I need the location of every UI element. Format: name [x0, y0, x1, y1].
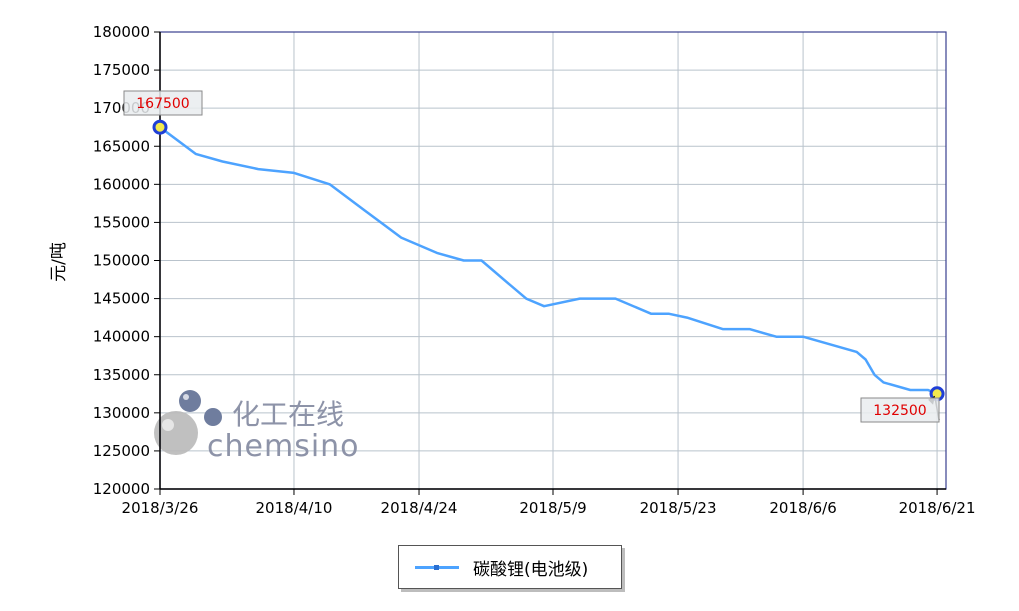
y-tick-label: 175000 — [93, 61, 150, 79]
y-tick-label: 140000 — [93, 328, 150, 346]
x-tick-label: 2018/6/21 — [899, 499, 976, 517]
x-tick-label: 2018/4/10 — [256, 499, 333, 517]
y-tick-label: 120000 — [93, 480, 150, 498]
watermark-en: chemsino — [207, 429, 360, 464]
y-tick-label: 165000 — [93, 137, 150, 155]
legend-swatch — [415, 564, 459, 570]
annotation-box — [860, 397, 940, 423]
y-tick-label: 145000 — [93, 290, 150, 308]
y-tick-label: 160000 — [93, 175, 150, 193]
watermark-logo-highlight — [162, 419, 174, 431]
y-tick-label: 155000 — [93, 213, 150, 231]
legend-label: 碳酸锂(电池级) — [473, 559, 589, 580]
watermark-logo-highlight — [183, 394, 189, 400]
y-tick-label: 150000 — [93, 252, 150, 270]
watermark-logo-dot — [204, 408, 222, 426]
watermark-logo-dot — [179, 390, 201, 412]
x-tick-label: 2018/4/24 — [381, 499, 458, 517]
annotation-marker — [152, 119, 168, 135]
y-tick-label: 180000 — [93, 23, 150, 41]
y-tick-label: 130000 — [93, 404, 150, 422]
watermark-cn: 化工在线 — [232, 398, 344, 431]
x-tick-label: 2018/3/26 — [122, 499, 199, 517]
annotation-label: 132500 — [873, 403, 926, 419]
annotation-box — [123, 90, 203, 116]
y-tick-label: 125000 — [93, 442, 150, 460]
chemsino-watermark: 化工在线 chemsino — [154, 390, 360, 464]
x-tick-label: 2018/5/9 — [519, 499, 586, 517]
annotation-label: 167500 — [136, 96, 189, 112]
annotations: 167500 132500 — [123, 90, 945, 423]
y-axis-label: 元/吨 — [49, 242, 69, 282]
series-line — [159, 126, 938, 395]
y-tick-label: 135000 — [93, 366, 150, 384]
legend: 碳酸锂(电池级) — [398, 545, 622, 589]
series-layer — [159, 126, 938, 395]
x-tick-labels: 2018/3/26 2018/4/10 2018/4/24 2018/5/9 2018/… — [122, 489, 976, 517]
x-tick-label: 2018/6/6 — [769, 499, 836, 517]
y-tick-labels: 120000 125000 130000 135000 140000 145000 1500… — [93, 23, 160, 498]
x-tick-label: 2018/5/23 — [640, 499, 717, 517]
